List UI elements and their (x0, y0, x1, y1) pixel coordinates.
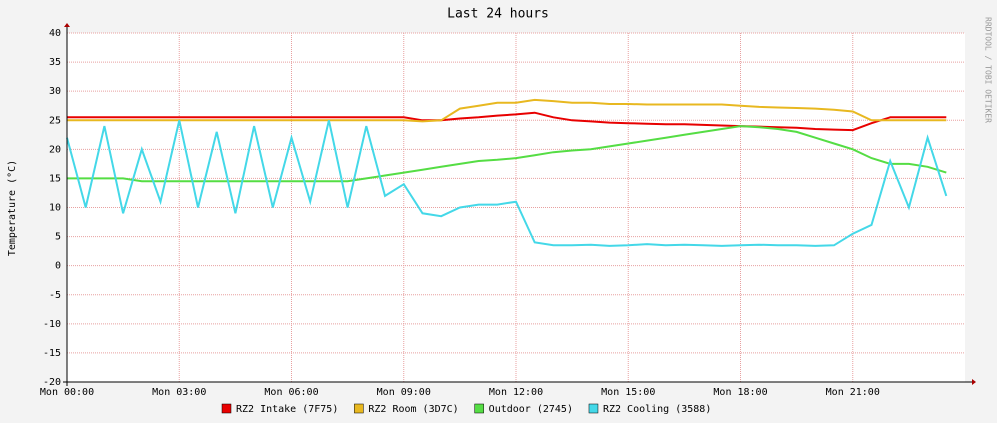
x-tick-label: Mon 03:00 (152, 387, 206, 398)
legend-label: RZ2 Cooling (3588) (603, 404, 711, 415)
legend-swatch (474, 403, 484, 414)
y-tick-label: 20 (49, 144, 61, 155)
side-note: RRDTOOL / TOBI OETIKER (984, 17, 993, 123)
legend-label: RZ2 Intake (7F75) (236, 404, 338, 415)
y-tick-label: 25 (49, 115, 61, 126)
lines (66, 98, 948, 247)
series-line (67, 98, 947, 123)
x-tick-label: Mon 15:00 (601, 387, 655, 398)
x-arrow (972, 379, 976, 385)
y-tick-label: -15 (43, 348, 61, 359)
y-tick-label: 5 (55, 232, 61, 243)
y-tick-label: 10 (49, 203, 61, 214)
x-tick-label: Mon 00:00 (40, 387, 94, 398)
x-tick-label: Mon 06:00 (264, 387, 318, 398)
x-tick-label: Mon 18:00 (713, 387, 767, 398)
y-tick-label: 15 (49, 173, 61, 184)
series-line (67, 111, 947, 132)
x-tick-label: Mon 21:00 (826, 387, 880, 398)
legend: RZ2 Intake (7F75) RZ2 Room (3D7C) Outdoor … (221, 403, 711, 415)
y-arrow (64, 23, 70, 27)
y-tick-label: -20 (43, 377, 61, 388)
y-tick-label: 0 (55, 261, 61, 272)
y-tick-label: 35 (49, 57, 61, 68)
x-tick-label: Mon 09:00 (377, 387, 431, 398)
legend-label: Outdoor (2745) (489, 404, 573, 415)
series-line (66, 120, 948, 247)
legend-swatch (354, 403, 364, 414)
x-tick-label: Mon 12:00 (489, 387, 543, 398)
y-tick-label: 40 (49, 28, 61, 39)
y-tick-label: -10 (43, 319, 61, 330)
series-line (67, 125, 947, 183)
chart-title: Last 24 hours (447, 7, 549, 22)
legend-swatch (221, 403, 232, 414)
y-axis-label: Temperature (°C) (7, 160, 18, 256)
legend-label: RZ2 Room (3D7C) (368, 404, 458, 415)
y-tick-label: -5 (49, 290, 61, 301)
y-tick-label: 30 (49, 86, 61, 97)
legend-swatch (588, 403, 599, 414)
